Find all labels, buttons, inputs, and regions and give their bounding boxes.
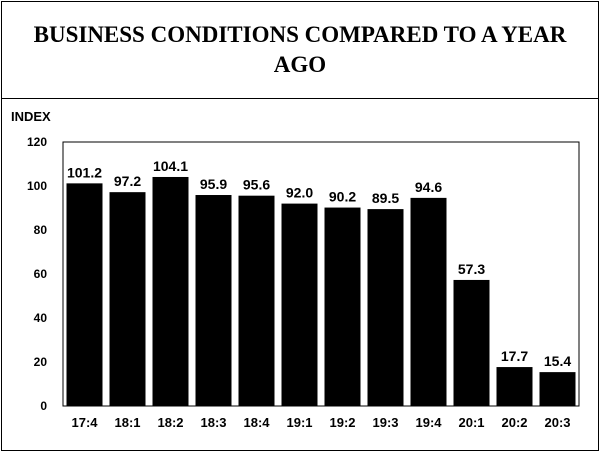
data-label: 89.5 (372, 190, 399, 206)
bar (410, 197, 447, 406)
x-tick-label: 19:2 (329, 415, 355, 430)
data-label: 15.4 (544, 353, 571, 369)
x-tick-label: 17:4 (71, 415, 98, 430)
x-tick-label: 18:1 (114, 415, 140, 430)
data-label: 97.2 (114, 173, 141, 189)
data-label: 104.1 (153, 158, 188, 174)
data-label: 17.7 (501, 348, 528, 364)
bar (66, 183, 103, 406)
y-tick-label: 60 (34, 267, 48, 281)
x-tick-label: 18:2 (157, 415, 183, 430)
x-tick-label: 20:1 (458, 415, 484, 430)
y-tick-label: 40 (34, 311, 48, 325)
x-tick-label: 19:3 (372, 415, 398, 430)
title-box: BUSINESS CONDITIONS COMPARED TO A YEAR A… (2, 2, 598, 99)
bar (281, 203, 318, 406)
y-axis-label: INDEX (11, 109, 51, 124)
plot-area (62, 141, 580, 407)
data-label: 92.0 (286, 185, 313, 201)
data-label: 90.2 (329, 189, 356, 205)
x-tick-label: 18:3 (200, 415, 226, 430)
bar (496, 367, 533, 406)
data-label: 95.6 (243, 177, 270, 193)
y-tick-label: 120 (27, 135, 47, 149)
y-tick-label: 0 (40, 399, 47, 413)
x-tick-label: 20:3 (544, 415, 570, 430)
bar (152, 176, 189, 406)
data-label: 95.9 (200, 176, 227, 192)
data-label: 57.3 (458, 261, 485, 277)
data-label: 94.6 (415, 179, 442, 195)
y-tick-label: 100 (27, 179, 47, 193)
bar (324, 207, 361, 406)
bar (367, 209, 404, 406)
bar (195, 195, 232, 406)
bar (238, 195, 275, 406)
y-tick-label: 20 (34, 355, 48, 369)
chart-title: BUSINESS CONDITIONS COMPARED TO A YEAR A… (33, 22, 567, 77)
x-tick-label: 18:4 (243, 415, 270, 430)
y-tick-label: 80 (34, 223, 48, 237)
bar (453, 279, 490, 406)
data-label: 101.2 (67, 164, 102, 180)
bar (539, 372, 576, 406)
x-tick-label: 19:1 (286, 415, 312, 430)
x-tick-label: 19:4 (415, 415, 442, 430)
x-tick-label: 20:2 (501, 415, 527, 430)
bar (109, 192, 146, 406)
